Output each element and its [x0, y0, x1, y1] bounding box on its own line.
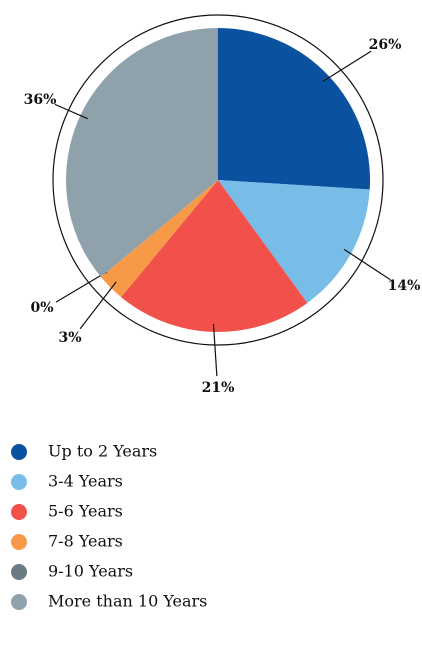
legend-swatch — [11, 534, 27, 550]
value-label: 36% — [24, 92, 57, 108]
pie-slice — [121, 180, 308, 333]
legend-swatch — [11, 504, 27, 520]
value-label: 26% — [369, 37, 402, 53]
leader-line — [54, 103, 88, 120]
pie-slice — [218, 180, 370, 303]
legend-label: 9-10 Years — [48, 562, 133, 581]
legend-label: More than 10 Years — [48, 592, 207, 611]
outer-ring — [52, 14, 384, 346]
leader-line — [79, 281, 117, 330]
value-label: 3% — [58, 330, 81, 346]
legend-swatch — [11, 564, 27, 580]
leader-line — [55, 271, 108, 303]
value-label: 14% — [388, 278, 421, 294]
legend-label: 7-8 Years — [48, 532, 123, 551]
pie-slice — [100, 180, 218, 298]
leader-line — [322, 50, 372, 82]
value-label: 21% — [202, 380, 235, 396]
value-label: 0% — [30, 300, 53, 316]
legend-label: Up to 2 Years — [48, 442, 157, 461]
legend-swatch — [11, 594, 27, 610]
legend-label: 3-4 Years — [48, 472, 123, 491]
leader-line — [343, 248, 391, 281]
legend-label: 5-6 Years — [48, 502, 123, 521]
legend-swatch — [11, 444, 27, 460]
leader-line — [212, 323, 218, 377]
pie-slice — [65, 28, 218, 277]
pie-slice — [218, 28, 370, 190]
legend-swatch — [11, 474, 27, 490]
